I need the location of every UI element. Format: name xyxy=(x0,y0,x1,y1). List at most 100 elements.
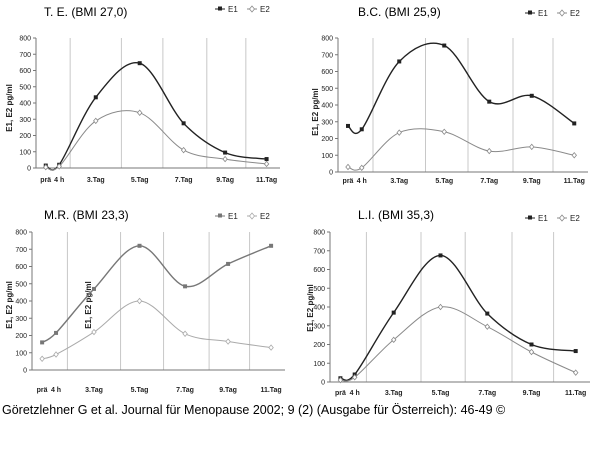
data-point-e2 xyxy=(180,146,187,154)
data-point-e1 xyxy=(529,93,534,98)
series-line-e1 xyxy=(347,42,575,135)
y-tick-label: 400 xyxy=(15,299,27,306)
y-tick-label: 200 xyxy=(321,136,333,143)
legend-marker xyxy=(528,215,532,220)
data-point-e1 xyxy=(346,123,350,128)
data-point-e2 xyxy=(359,164,365,172)
x-tick-label: 11.Tag xyxy=(564,178,585,185)
y-tick-label: 300 xyxy=(19,117,31,124)
y-tick-label: 500 xyxy=(15,281,27,288)
data-point-e1 xyxy=(137,61,142,66)
x-tick-label: 7.Tag xyxy=(176,387,194,394)
y-tick-label: 200 xyxy=(15,333,27,340)
y-tick-label: 500 xyxy=(19,84,31,91)
data-point-e1 xyxy=(269,243,274,248)
chart-panel-1: 0 100 200 300 400 500 600 700 800 prä 4 h 3.Tag 5.Ta… xyxy=(5,5,280,184)
legend-label: E1 xyxy=(538,214,548,223)
data-point-e2 xyxy=(56,163,62,170)
data-point-e2 xyxy=(437,303,444,311)
data-point-e2 xyxy=(182,330,188,337)
series-line-e1 xyxy=(41,245,272,344)
chart-title: B.C. (BMI 25,9) xyxy=(358,5,441,19)
data-point-e2 xyxy=(484,323,491,330)
data-point-e2 xyxy=(39,355,45,363)
chart-panel-2: 0 100 200 300 400 500 600 700 800 prä 4 h 3.Tag 5.Ta… xyxy=(311,5,588,185)
x-tick-label: 9.Tag xyxy=(219,387,237,394)
data-point-e1 xyxy=(442,43,447,48)
series-line-e1 xyxy=(45,62,267,171)
legend-marker xyxy=(218,6,222,11)
y-tick-label: 100 xyxy=(321,153,333,160)
legend-label: E1 xyxy=(538,9,548,18)
y-tick-label: 800 xyxy=(19,36,31,43)
chart-panel-4: 0 100 200 300 400 500 600 700 800 prä 4 h 3.Tag 5.Ta… xyxy=(306,208,590,397)
y-tick-label: 700 xyxy=(19,52,31,59)
y-axis-label-inner: E1, E2 pg/ml xyxy=(84,281,93,329)
data-point-e2 xyxy=(529,143,535,151)
data-point-e1 xyxy=(183,284,188,289)
x-tick-label: prä xyxy=(40,177,51,184)
y-tick-label: 400 xyxy=(313,305,325,312)
y-tick-label: 600 xyxy=(313,267,325,274)
data-point-e2 xyxy=(351,374,358,381)
data-point-e1 xyxy=(529,342,534,347)
x-tick-label: 5.Tag xyxy=(435,178,453,185)
legend-label: E1 xyxy=(228,5,238,14)
data-point-e1 xyxy=(487,99,492,104)
legend-marker xyxy=(528,10,532,15)
x-tick-label: 11.Tag xyxy=(256,177,277,184)
legend-marker xyxy=(558,214,566,222)
x-tick-label: 4 h xyxy=(357,178,367,185)
y-tick-label: 800 xyxy=(15,230,27,237)
x-tick-label: 9.Tag xyxy=(523,390,541,397)
y-tick-label: 800 xyxy=(313,230,325,237)
x-tick-label: 9.Tag xyxy=(523,178,541,185)
chart-title: L.I. (BMI 35,3) xyxy=(358,208,434,222)
y-tick-label: 400 xyxy=(321,103,333,110)
y-axis-label: E1, E2 pg/ml xyxy=(311,88,320,136)
data-point-e1 xyxy=(181,121,186,126)
y-tick-label: 700 xyxy=(15,247,27,254)
data-point-e1 xyxy=(223,150,228,155)
data-point-e2 xyxy=(337,376,344,384)
data-point-e2 xyxy=(345,163,351,171)
x-tick-label: 11.Tag xyxy=(260,387,281,394)
x-tick-label: 5.Tag xyxy=(432,390,450,397)
data-point-e2 xyxy=(441,128,447,136)
data-point-e2 xyxy=(486,147,492,155)
data-point-e2 xyxy=(136,297,143,305)
chart-title: M.R. (BMI 23,3) xyxy=(44,208,129,222)
legend-marker xyxy=(558,9,566,17)
x-tick-label: 9.Tag xyxy=(216,177,234,184)
data-point-e1 xyxy=(572,121,577,126)
data-point-e1 xyxy=(93,95,98,100)
legend-label: E2 xyxy=(260,212,270,221)
figure-caption: Göretzlehner G et al. Journal für Menopa… xyxy=(2,403,506,417)
data-point-e1 xyxy=(438,253,443,258)
y-tick-label: 0 xyxy=(329,170,333,177)
legend-label: E2 xyxy=(260,5,270,14)
x-tick-label: 11.Tag xyxy=(565,390,586,397)
series-line-e2 xyxy=(340,306,576,382)
data-point-e2 xyxy=(390,336,397,344)
data-point-e1 xyxy=(137,243,142,248)
data-point-e2 xyxy=(396,129,402,136)
data-point-e1 xyxy=(54,330,59,335)
y-axis-label: E1, E2 pg/ml xyxy=(5,84,14,132)
data-point-e1 xyxy=(573,349,578,354)
data-point-e2 xyxy=(91,328,97,336)
x-tick-label: 7.Tag xyxy=(480,178,498,185)
y-axis-label: E1, E2 pg/ml xyxy=(306,284,315,332)
chart-title: T. E. (BMI 27,0) xyxy=(44,5,127,19)
legend-label: E2 xyxy=(570,9,580,18)
y-tick-label: 200 xyxy=(19,133,31,140)
x-tick-label: prä xyxy=(343,178,354,185)
data-point-e1 xyxy=(40,340,45,345)
y-tick-label: 100 xyxy=(313,361,325,368)
y-tick-label: 600 xyxy=(19,68,31,75)
data-point-e2 xyxy=(53,351,59,358)
legend-marker xyxy=(218,213,222,218)
data-point-e2 xyxy=(225,338,231,345)
y-tick-label: 600 xyxy=(321,69,333,76)
